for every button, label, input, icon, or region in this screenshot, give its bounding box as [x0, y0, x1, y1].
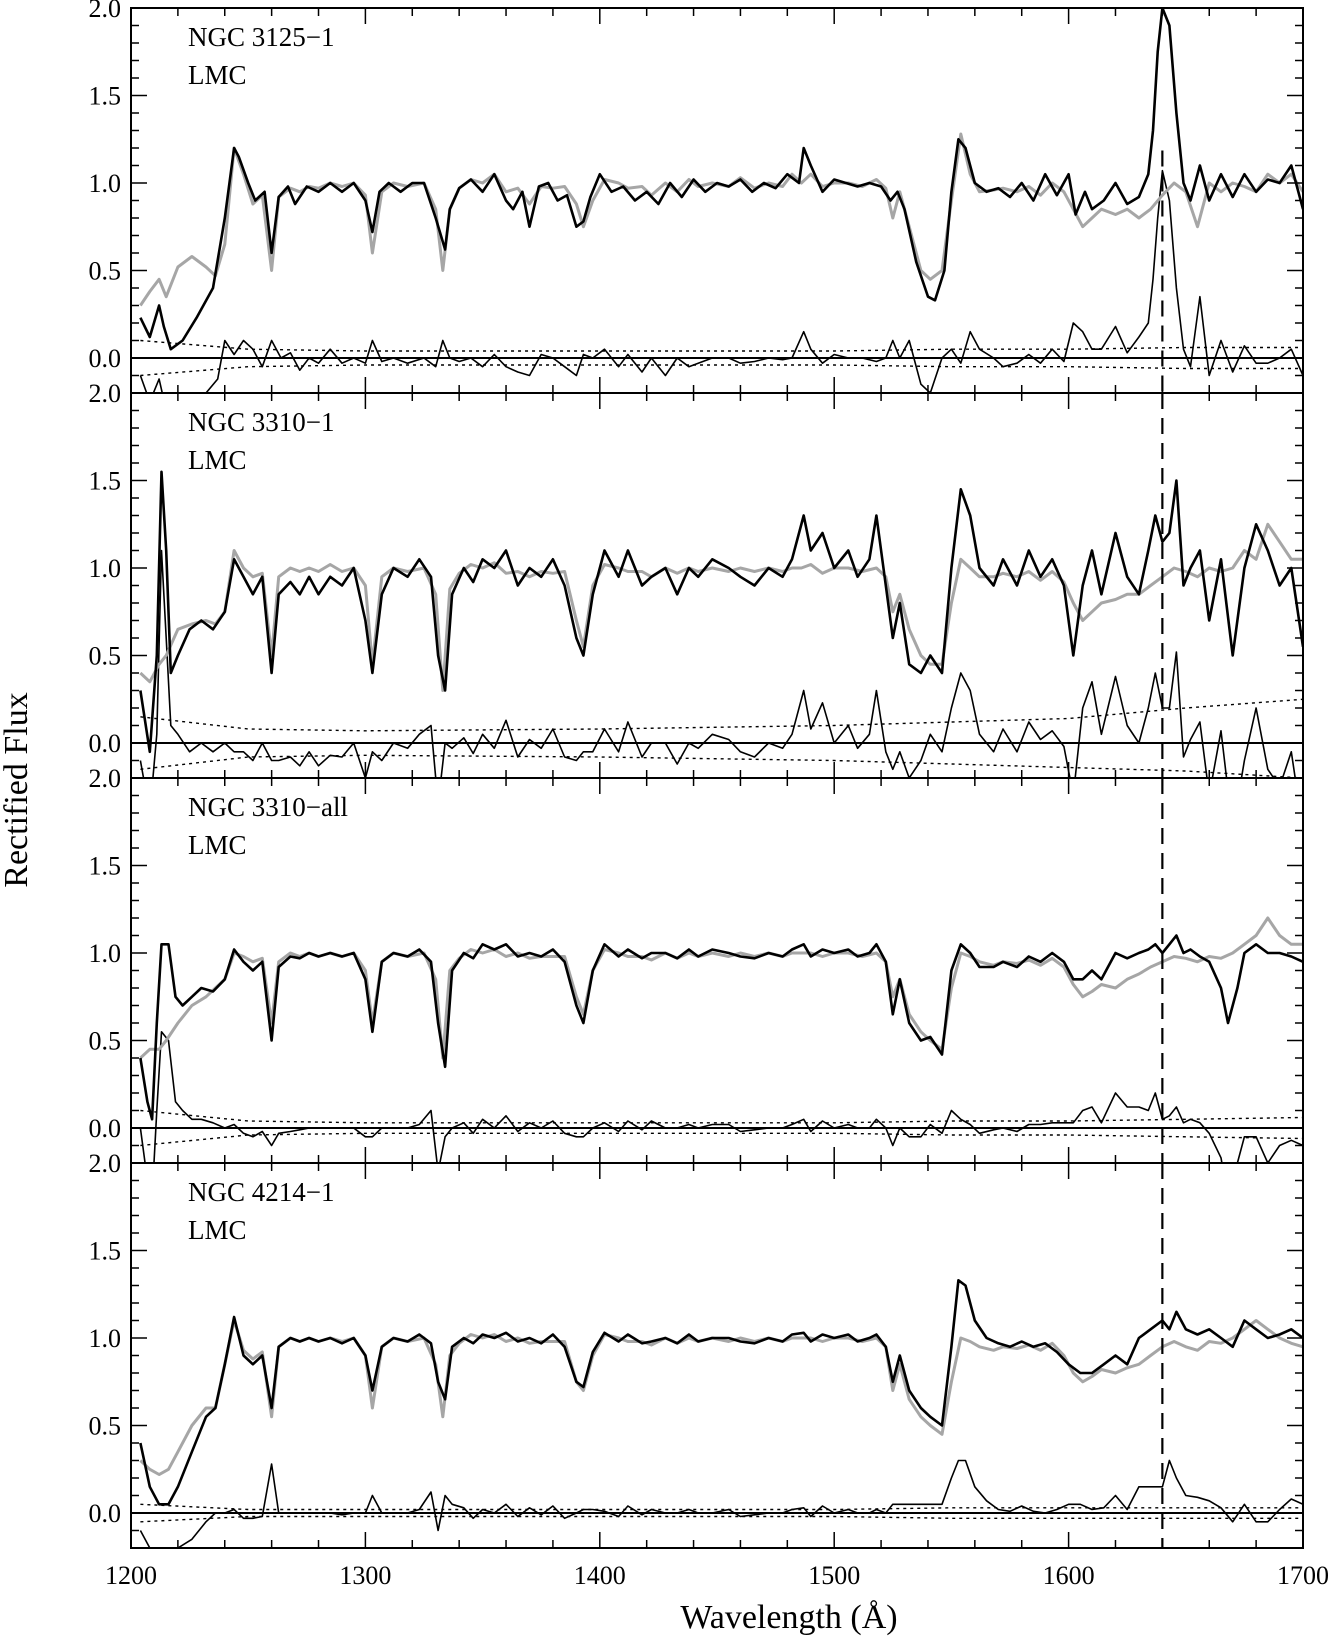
- panel-frame: [130, 1162, 1304, 1549]
- panel-subtitle: LMC: [188, 830, 247, 860]
- x-axis-label: Wavelength (Å): [680, 1599, 897, 1636]
- y-tick-label: 0.0: [89, 1114, 122, 1143]
- y-tick-label: 0.5: [89, 257, 122, 286]
- panel-frame: [130, 392, 1304, 779]
- y-tick-label: 1.0: [89, 1324, 122, 1353]
- y-tick-label: 1.5: [89, 1237, 122, 1266]
- error-upper-line: [140, 698, 1303, 732]
- plot-area: [131, 778, 1303, 1163]
- panel-title: NGC 4214−1: [188, 1177, 334, 1207]
- residual-line: [139, 549, 1297, 778]
- error-upper-line: [140, 1109, 1303, 1124]
- error-lower-line: [140, 364, 1303, 377]
- plot-area: [131, 1163, 1303, 1548]
- x-tick-label: 1700: [1277, 1561, 1329, 1590]
- x-ticks: [130, 778, 1304, 1163]
- y-tick-label: 0.0: [89, 729, 122, 758]
- panel-title: NGC 3125−1: [188, 22, 334, 52]
- x-tick-label: 1500: [808, 1561, 860, 1590]
- y-ticks: [131, 7, 1303, 394]
- x-tick-label: 1600: [1043, 1561, 1095, 1590]
- y-tick-label: 0.5: [89, 1027, 122, 1056]
- observed-spectrum-line: [139, 8, 1303, 351]
- x-ticks: [130, 393, 1304, 778]
- panel-4: 0.0 0.5 1.0 1.5 2.0 NGC 4214−1 LMC: [89, 1149, 1304, 1549]
- y-tick-label: 1.0: [89, 939, 122, 968]
- y-tick-label: 1.5: [89, 82, 122, 111]
- panel-subtitle: LMC: [188, 1215, 247, 1245]
- x-tick-labels: 1200 1300 1400 1500 1600 1700: [105, 1561, 1329, 1590]
- observed-spectrum-line: [139, 1279, 1303, 1506]
- panel-title: NGC 3310−all: [188, 792, 348, 822]
- model-spectrum-line: [139, 916, 1303, 1060]
- model-spectrum-line: [139, 132, 1303, 307]
- x-tick-label: 1200: [105, 1561, 157, 1590]
- y-tick-label: 0.0: [89, 1499, 122, 1528]
- residual-line: [139, 1031, 1303, 1163]
- x-ticks: [130, 1163, 1304, 1548]
- error-lower-line: [140, 1515, 1303, 1523]
- observed-spectrum-line: [139, 934, 1303, 1121]
- y-tick-label: 1.0: [89, 554, 122, 583]
- panel-title: NGC 3310−1: [188, 407, 334, 437]
- y-tick-label: 1.5: [89, 852, 122, 881]
- panel-subtitle: LMC: [188, 445, 247, 475]
- residual-line: [139, 169, 1303, 393]
- x-tick-label: 1300: [339, 1561, 391, 1590]
- panel-2: 0.0 0.5 1.0 1.5 2.0 NGC 3310−1 LMC: [89, 379, 1304, 779]
- panel-1: 0.0 0.5 1.0 1.5 2.0 NGC 3125−1 LMC: [89, 0, 1304, 394]
- y-tick-label: 1.5: [89, 467, 122, 496]
- y-ticks: [131, 392, 1303, 779]
- observed-spectrum-line: [139, 470, 1303, 754]
- error-upper-line: [140, 1503, 1303, 1511]
- y-tick-label: 2.0: [89, 379, 122, 408]
- y-tick-label: 2.0: [89, 0, 122, 23]
- x-ticks: [130, 8, 1304, 393]
- plot-area: [131, 393, 1303, 778]
- model-spectrum-line: [139, 1319, 1303, 1476]
- y-tick-label: 0.5: [89, 642, 122, 671]
- y-axis-label: Rectified Flux: [0, 692, 35, 887]
- panel-3: 0.0 0.5 1.0 1.5 2.0 NGC 3310−all LMC: [89, 764, 1304, 1164]
- y-tick-label: 2.0: [89, 1149, 122, 1178]
- error-lower-line: [140, 754, 1303, 778]
- model-spectrum-line: [139, 522, 1303, 692]
- plot-area: [131, 8, 1303, 393]
- y-tick-label: 1.0: [89, 169, 122, 198]
- residual-line: [139, 1459, 1303, 1548]
- panels-group: 0.0 0.5 1.0 1.5 2.0 NGC 3125−1 LMC 0.0 0.5 1.0 1.5…: [89, 0, 1304, 1549]
- panel-frame: [130, 7, 1304, 394]
- panel-frame: [130, 777, 1304, 1164]
- y-ticks: [131, 1162, 1303, 1549]
- panel-subtitle: LMC: [188, 60, 247, 90]
- error-lower-line: [140, 1132, 1303, 1147]
- y-tick-label: 2.0: [89, 764, 122, 793]
- y-tick-label: 0.5: [89, 1412, 122, 1441]
- y-tick-label: 0.0: [89, 344, 122, 373]
- x-tick-label: 1400: [574, 1561, 626, 1590]
- error-upper-line: [140, 339, 1303, 352]
- y-ticks: [131, 777, 1303, 1164]
